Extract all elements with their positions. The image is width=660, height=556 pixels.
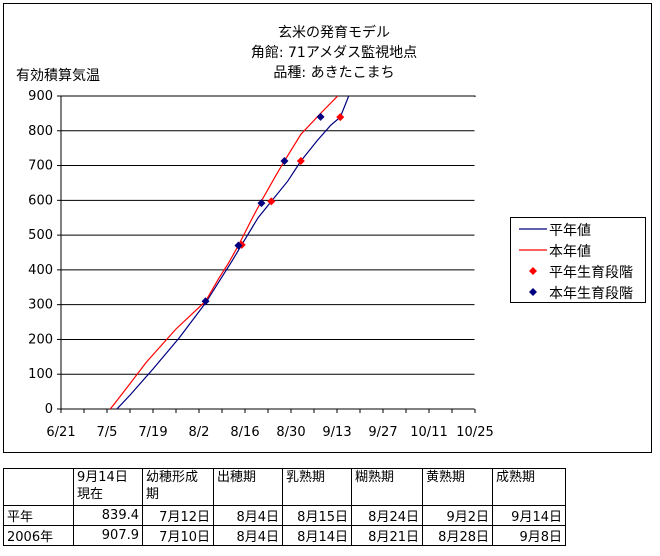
chart-title-line-2: 角館: 71アメダス監視地点 [250,45,418,61]
legend-line-symbol [519,228,547,230]
y-tick-label: 800 [28,124,53,139]
table-cell: 907.9 [73,525,143,546]
header-text: 9月14日 現在 [77,470,128,502]
table-cell: 8月4日 [213,525,283,546]
y-tick-label: 500 [28,228,53,243]
header-text: 幼穂形成 期 [146,470,199,502]
table-cell: 839.4 [73,505,143,526]
series-line [109,96,339,409]
table-header-cell [3,468,74,506]
legend-line-symbol [519,249,547,251]
stage-marker [316,112,325,121]
header-text: 黄熟期 [426,470,466,485]
table-row: 平年 839.4 7月12日 8月4日 8月15日 8月24日 9月2日 9月1… [3,505,566,526]
x-tick-label: 6/21 [46,425,75,440]
table-cell: 8月21日 [351,525,423,546]
x-tick-label: 10/11 [410,425,447,440]
table-cell: 9月14日 [492,505,566,526]
table-row: 2006年 907.9 7月10日 8月4日 8月14日 8月21日 8月28日… [3,525,566,546]
legend-item-current-stage: 本年生育段階 [511,282,647,302]
header-text: 成熟期 [496,470,536,485]
table-header-cell: 幼穂形成 期 [142,468,214,506]
legend-label: 本年値 [549,244,591,260]
header-text: 糊熟期 [355,470,395,485]
stage-marker [336,113,345,122]
x-tick-label: 8/16 [230,425,259,440]
table-cell: 8月4日 [213,505,283,526]
x-tick-label: 7/19 [138,425,167,440]
legend: 平年値 本年値 平年生育段階 本年生育段階 [510,217,646,303]
table-cell: 8月28日 [422,525,493,546]
table-header-cell: 糊熟期 [351,468,423,506]
table-header-cell: 9月14日 現在 [73,468,143,506]
x-tick-label: 8/30 [276,425,305,440]
y-tick-label: 900 [28,89,53,104]
table-cell: 8月14日 [282,525,352,546]
x-tick-label: 7/5 [97,425,118,440]
row-label: 2006年 [3,525,74,546]
stage-marker [267,197,276,206]
table-header-cell: 乳熟期 [282,468,352,506]
table-cell: 9月2日 [422,505,493,526]
header-text: 出穂期 [217,470,257,485]
table-header-cell: 出穂期 [213,468,283,506]
table-header-row: 9月14日 現在 幼穂形成 期 出穂期 乳熟期 糊熟期 黄熟期 成熟期 [3,468,566,506]
x-tick-label: 8/2 [189,425,210,440]
y-tick-label: 700 [28,159,53,174]
series-line [116,96,350,409]
header-text: 乳熟期 [286,470,326,485]
legend-item-current-line: 本年値 [511,240,647,260]
legend-item-normal-line: 平年値 [511,219,647,239]
legend-item-normal-stage: 平年生育段階 [511,261,647,281]
chart-area: 0 100 200 300 400 500 600 700 800 900 6/21 7/5 7/19 8… [3,3,652,453]
stage-table: 9月14日 現在 幼穂形成 期 出穂期 乳熟期 糊熟期 黄熟期 成熟期 平年 8… [3,468,566,546]
table-cell: 8月24日 [351,505,423,526]
chart-title-line-1: 玄米の発育モデル [278,25,390,41]
legend-label: 本年生育段階 [549,286,633,302]
stage-marker [201,297,210,306]
y-axis-label: 有効積算気温 [16,68,100,84]
y-tick-label: 0 [45,402,53,417]
stage-marker [280,157,289,166]
table-cell: 8月15日 [282,505,352,526]
legend-diamond-symbol [529,288,537,296]
y-tick-label: 600 [28,193,53,208]
stage-marker [296,157,305,166]
y-tick-label: 100 [28,367,53,382]
legend-label: 平年生育段階 [549,265,633,281]
stage-marker [257,199,266,208]
table-header-cell: 黄熟期 [422,468,493,506]
table-header-cell: 成熟期 [492,468,566,506]
table-cell: 7月12日 [142,505,214,526]
x-tick-label: 10/25 [456,425,493,440]
row-label: 平年 [3,505,74,526]
x-tick-label: 9/13 [322,425,351,440]
chart-title-line-3: 品種: あきたこまち [273,65,395,81]
table-cell: 9月8日 [492,525,566,546]
y-tick-label: 300 [28,298,53,313]
y-tick-label: 400 [28,263,53,278]
table-cell: 7月10日 [142,525,214,546]
y-tick-label: 200 [28,332,53,347]
legend-diamond-symbol [529,267,537,275]
x-tick-label: 9/27 [368,425,397,440]
legend-label: 平年値 [549,223,591,239]
stage-marker [234,241,243,250]
chart-plot: 0 100 200 300 400 500 600 700 800 900 6/21 7/5 7/19 8… [28,89,494,440]
plot-border [60,95,476,410]
